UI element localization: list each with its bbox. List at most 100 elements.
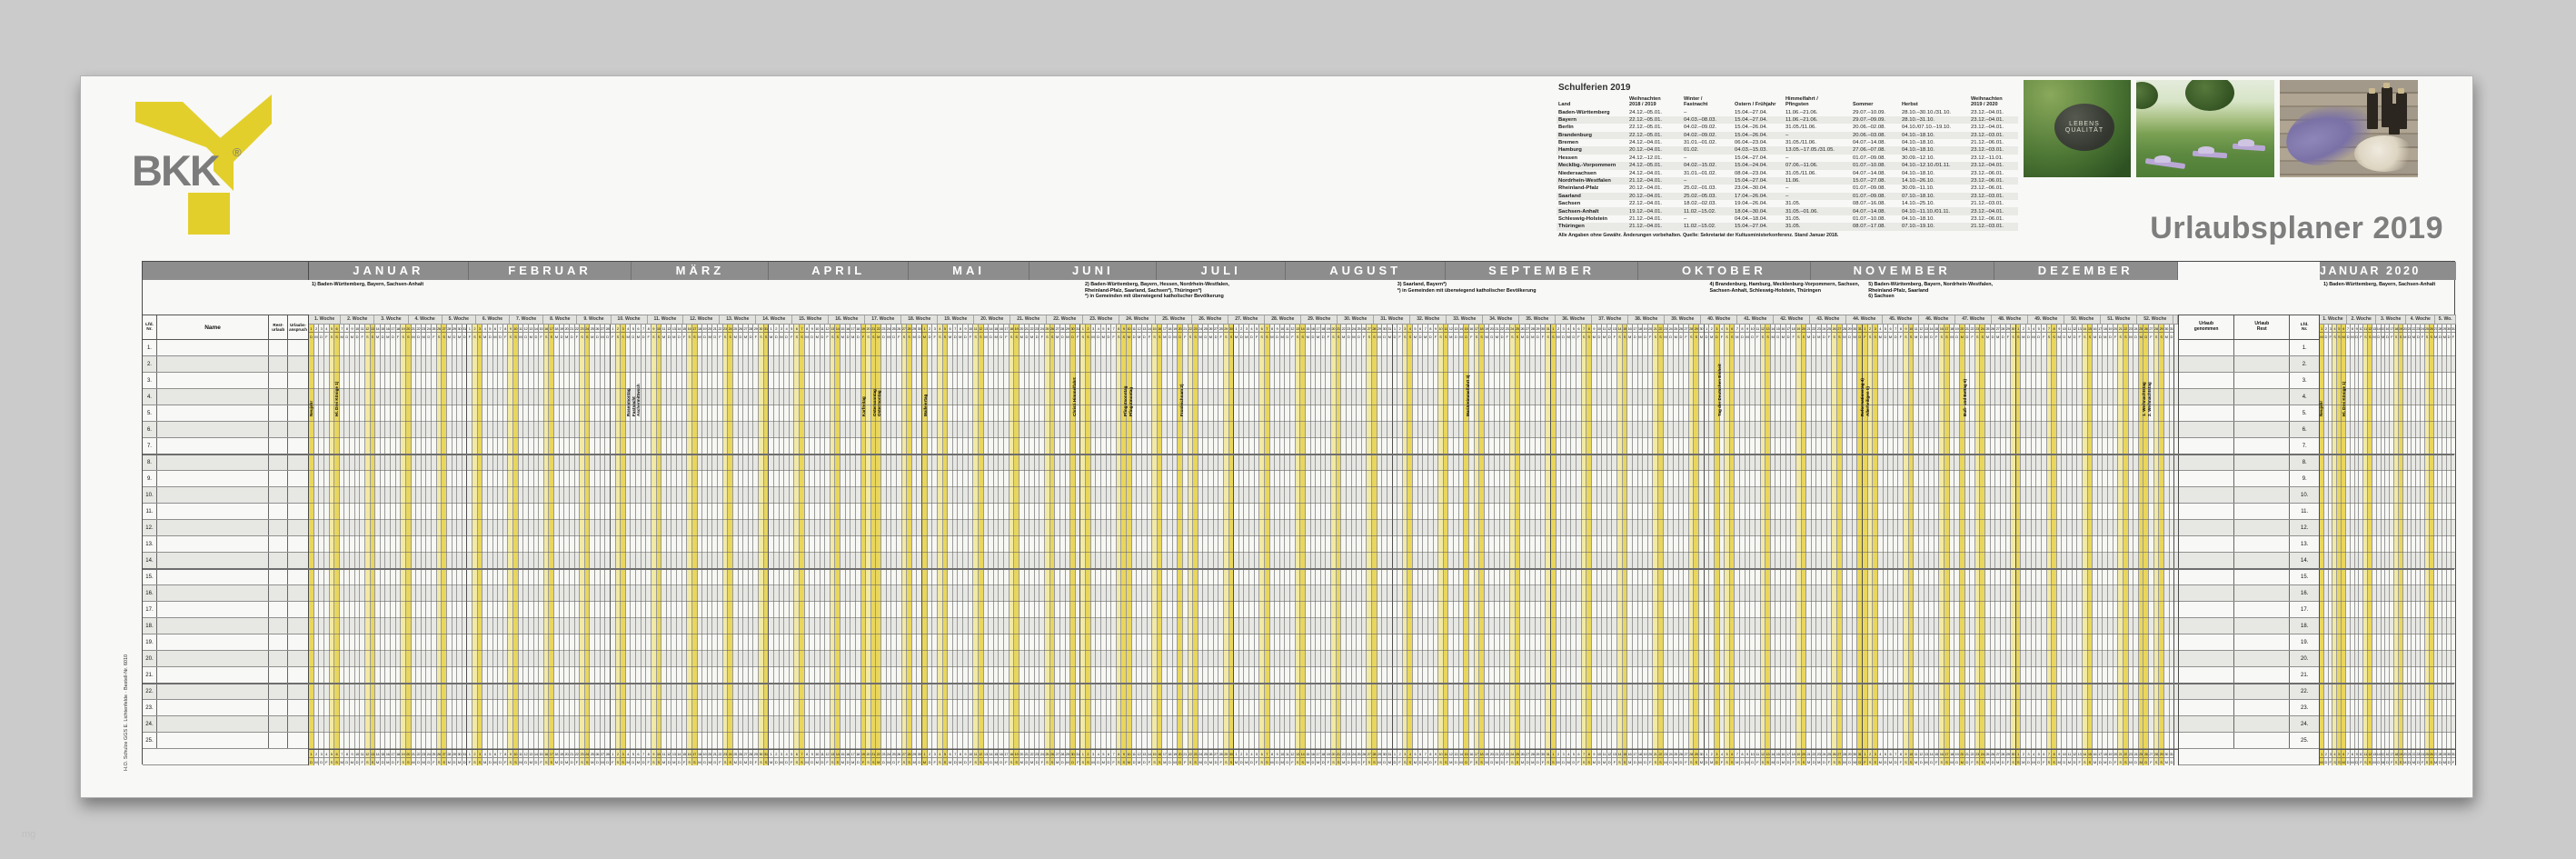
day-letter: F <box>1219 759 1222 764</box>
day-letter: D <box>1097 334 1099 339</box>
day-letter: M <box>877 759 880 764</box>
ferien-dates: 15.04.–26.04. <box>1733 131 1784 139</box>
name-cell <box>157 389 270 405</box>
day-number: 5 <box>631 326 635 333</box>
day-number: 14 <box>1770 752 1775 758</box>
day-number: 4 <box>2332 752 2337 758</box>
ftr2020-day-1-31: 31 F <box>2451 750 2456 765</box>
hdr-day-8-29: 29 D <box>1536 325 1541 340</box>
ferien-dates: 24.12.–04.01. <box>1629 140 1663 146</box>
day-number: 11 <box>1602 752 1606 758</box>
day-letter: F <box>754 759 757 764</box>
day-number: 17 <box>850 326 855 333</box>
day-number: 1 <box>2320 752 2323 758</box>
day-number: 26 <box>896 326 901 333</box>
day-letter: F <box>2452 759 2454 764</box>
day-number: 8 <box>1586 326 1591 333</box>
main-week-label-6: 6. Woche <box>476 315 511 324</box>
day-letter: S <box>836 334 840 339</box>
day-number: 19 <box>1014 326 1019 333</box>
urlaubsanspruch-cell <box>288 569 308 584</box>
hdr-day-2-23: 23 S <box>580 325 585 340</box>
day-letter: M <box>1915 759 1918 764</box>
hdr-day-1-27: 27 S <box>442 325 447 340</box>
day-number: 21 <box>2118 752 2123 758</box>
day-letter: S <box>1332 759 1335 764</box>
ftr-day-9-10: 10 D <box>1596 750 1603 765</box>
day-letter: M <box>601 759 604 764</box>
day-number: 13 <box>1454 326 1458 333</box>
hdr2020-day-1-23: 23 D <box>2416 325 2422 340</box>
day-letter: S <box>723 759 727 764</box>
day-letter: M <box>1316 334 1319 339</box>
row-number: 2. <box>143 356 157 372</box>
day-number: 4 <box>2332 326 2337 333</box>
day-letter: S <box>1618 759 1621 764</box>
day-number: 23 <box>1663 326 1668 333</box>
day-number: 5 <box>487 752 492 758</box>
day-number: 23 <box>1505 752 1509 758</box>
day-number: 27 <box>1684 752 1688 758</box>
day-number: 21 <box>2118 326 2123 333</box>
name-row-7: 7. <box>143 438 308 454</box>
day-letter: D <box>1321 334 1325 339</box>
hdr-day-4-15: 15 M <box>840 325 846 340</box>
totals-row-5: 5. <box>2179 405 2319 422</box>
hdr-day-8-11: 11 S <box>1443 325 1449 340</box>
day-letter: F <box>1827 334 1831 339</box>
hdr-day-3-19: 19 D <box>702 325 708 340</box>
day-letter: M <box>2022 759 2025 764</box>
day-letter: S <box>1833 334 1835 339</box>
day-letter: F <box>682 334 686 339</box>
ftr-day-7-13: 13 S <box>1295 750 1301 765</box>
urlaub-rest-cell <box>2234 340 2291 355</box>
hdr-day-1-20: 20 S <box>405 325 412 340</box>
day-number: 26 <box>1208 752 1213 758</box>
day-letter: S <box>2368 759 2372 764</box>
day-letter: D <box>1776 759 1779 764</box>
ferien-dates: 23.12.–04.01. <box>1971 125 2004 131</box>
day-number: 19 <box>1172 752 1178 758</box>
hdr-day-5-19: 19 S <box>1014 325 1019 340</box>
ftr-day-2-10: 10 S <box>513 750 519 765</box>
day-number: 28 <box>907 752 911 758</box>
day-number: 2 <box>1238 752 1244 758</box>
day-letter: D <box>2037 759 2040 764</box>
ftr-day-9-15: 15 S <box>1622 750 1628 765</box>
day-number: 5 <box>329 752 334 758</box>
ftr-day-7-23: 23 D <box>1346 750 1352 765</box>
day-letter: M <box>1746 759 1749 764</box>
day-letter: M <box>1198 334 1202 339</box>
day-letter: M <box>1234 334 1238 339</box>
hdr-day-11-21: 21 D <box>1964 325 1971 340</box>
day-letter: D <box>1572 759 1575 764</box>
day-letter: D <box>1930 334 1933 339</box>
ferien-dates: – <box>1785 185 1789 192</box>
day-number: 15 <box>1152 326 1157 333</box>
ftr-day-1-28: 28 M <box>446 750 453 765</box>
ftr-day-12-18: 18 M <box>2103 750 2108 765</box>
day-letter: S <box>2154 334 2158 339</box>
day-letter: D <box>2063 334 2065 339</box>
hdr-day-4-12: 12 F <box>825 325 830 340</box>
day-number: 12 <box>2368 752 2372 758</box>
ferien-dates: 04.10.–18.10. <box>1902 170 1935 176</box>
day-letter: S <box>1122 334 1126 339</box>
day-number: 15 <box>840 752 845 758</box>
ftr-day-12-19: 19 D <box>2108 750 2114 765</box>
ftr-day-8-31: 31 S <box>1546 750 1551 765</box>
day-letter: S <box>509 334 512 339</box>
ftr-day-6-18: 18 D <box>1168 750 1173 765</box>
jan2020-week-label-2: 2. Woche <box>2347 315 2377 324</box>
ftr-day-9-26: 26 D <box>1678 750 1685 765</box>
ftr-day-6-29: 29 S <box>1223 750 1229 765</box>
